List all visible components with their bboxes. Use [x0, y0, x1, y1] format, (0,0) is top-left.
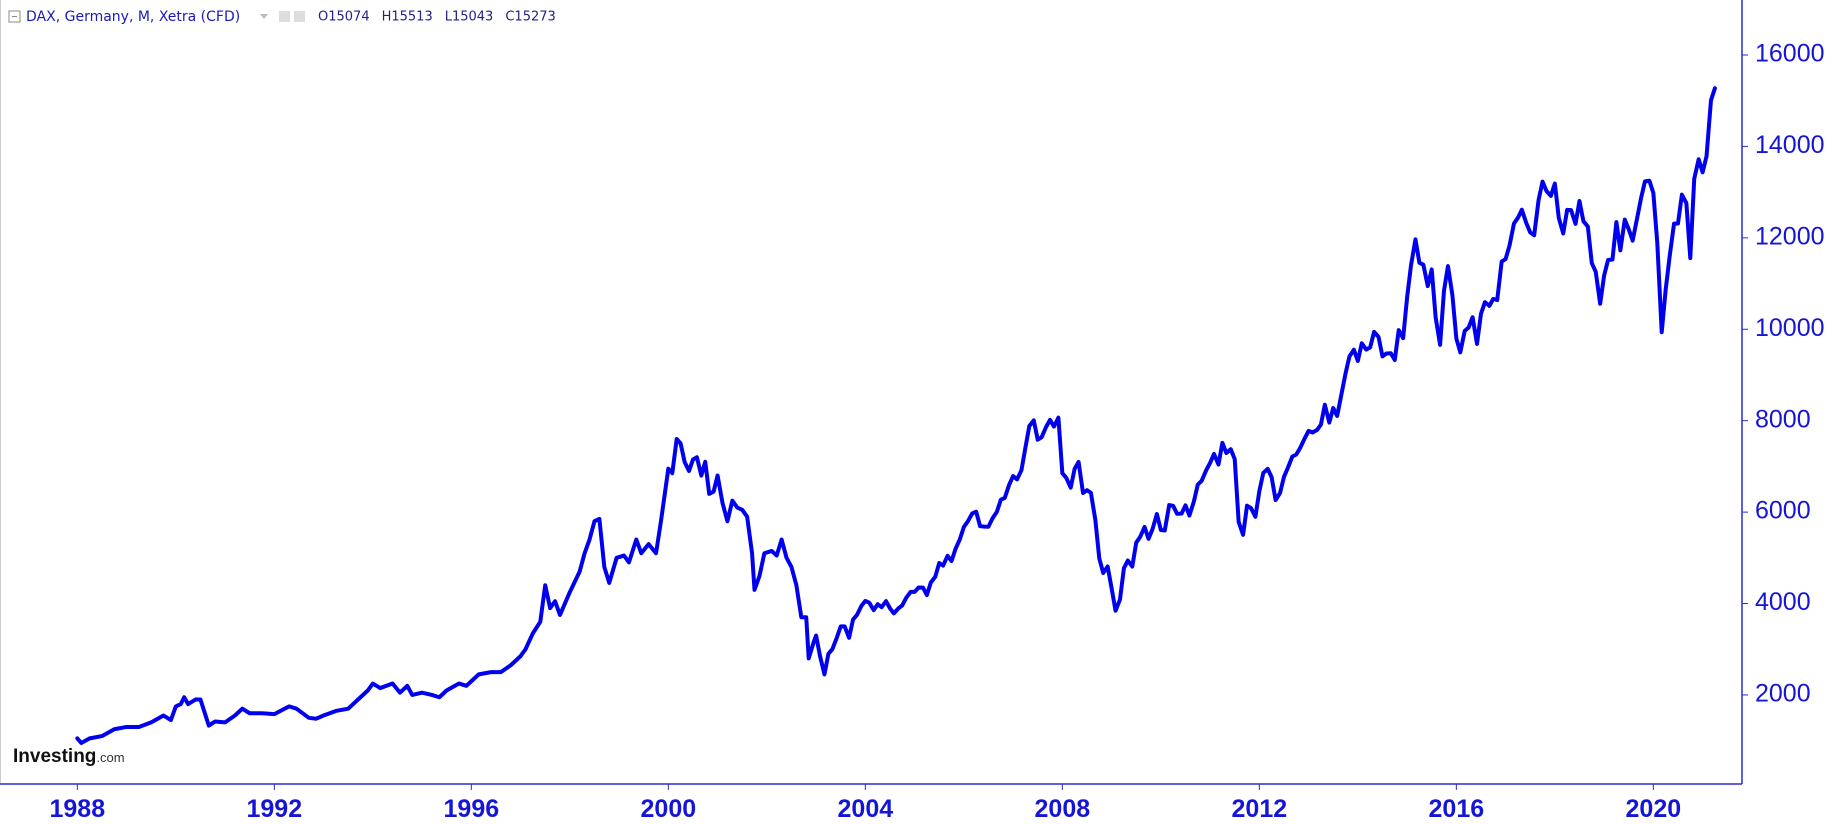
y-tick-label: 16000 [1755, 40, 1825, 68]
settings-icon[interactable] [279, 11, 290, 22]
logo: Investing.com [13, 746, 125, 767]
x-tick-label: 1988 [50, 795, 106, 823]
y-tick-label: 10000 [1755, 314, 1825, 342]
visibility-icon[interactable] [294, 11, 305, 22]
x-tick-label: 2016 [1429, 795, 1485, 823]
price-line [75, 86, 1717, 745]
dropdown-arrow[interactable] [260, 14, 268, 19]
x-tick-label: 2008 [1035, 795, 1091, 823]
ohlc-value: O15074 [318, 10, 370, 25]
x-tick-label: 1996 [444, 795, 500, 823]
ohlc-value: C15273 [505, 10, 555, 25]
y-tick-label: 4000 [1755, 588, 1811, 616]
y-tick-label: 6000 [1755, 497, 1811, 525]
x-tick-label: 2004 [838, 795, 894, 823]
collapse-icon[interactable] [8, 10, 21, 23]
y-tick-label: 2000 [1755, 680, 1811, 708]
ohlc-values: O15074 H15513 L15043 C15273 [318, 10, 556, 25]
x-tick-label: 2012 [1232, 795, 1288, 823]
ohlc-value: H15513 [382, 10, 433, 25]
logo-name: Investing [13, 746, 96, 767]
x-tick-label: 1992 [247, 795, 303, 823]
y-tick-label: 8000 [1755, 405, 1811, 433]
logo-suffix: .com [96, 750, 124, 765]
y-tick-label: 14000 [1755, 131, 1825, 159]
x-tick-label: 2020 [1626, 795, 1682, 823]
x-tick-label: 2000 [641, 795, 697, 823]
ohlc-value: L15043 [445, 10, 494, 25]
symbol-title: DAX, Germany, M, Xetra (CFD) [26, 9, 240, 25]
y-tick-label: 12000 [1755, 222, 1825, 250]
